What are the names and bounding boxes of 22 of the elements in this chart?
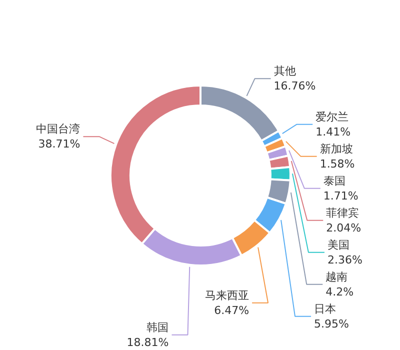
slice-label: 美国 [327,238,350,252]
data-label: 2.04% [326,221,362,234]
data-label: 4.2% [326,285,354,298]
data-label: 1.41% [316,125,351,138]
data-label: 1.71% [323,189,358,202]
slice-label: 越南 [326,270,348,284]
data-label: 38.71% [38,138,80,151]
data-label: 16.76% [274,80,316,93]
slice-label: 马来西亚 [205,288,250,302]
data-label: 18.81% [126,336,169,349]
slice-label: 菲律宾 [326,206,360,220]
data-label: 5.95% [314,317,349,330]
slice-label: 泰国 [323,174,346,188]
slice-label: 爱尔兰 [316,110,349,124]
data-label: 2.36% [327,253,362,266]
data-label: 1.58% [320,157,355,170]
slice-label: 日本 [314,302,336,316]
slice-label: 其他 [274,64,296,78]
slice-label: 韩国 [146,320,169,334]
slice-label: 中国台湾 [36,122,80,136]
data-label: 6.47% [214,304,250,317]
slice-label: 新加坡 [320,142,353,156]
